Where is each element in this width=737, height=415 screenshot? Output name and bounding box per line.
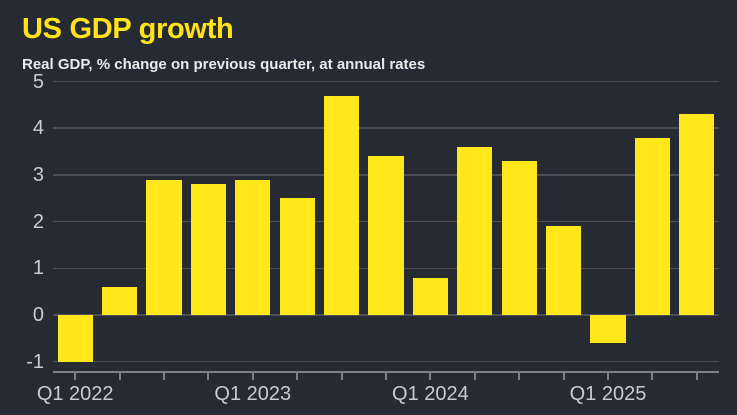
x-axis-tick bbox=[207, 373, 210, 380]
chart-subtitle: Real GDP, % change on previous quarter, … bbox=[22, 56, 426, 73]
y-axis-tick-label: -1 bbox=[26, 350, 44, 373]
y-axis-tick-label: 1 bbox=[32, 257, 44, 280]
bar bbox=[279, 198, 315, 315]
x-axis-tick-label: Q1 2025 bbox=[569, 383, 647, 405]
bar bbox=[457, 146, 493, 315]
x-axis-tick bbox=[296, 373, 299, 380]
x-axis-tick bbox=[607, 373, 609, 380]
chart-title: US GDP growth bbox=[22, 13, 234, 45]
bar bbox=[545, 226, 582, 315]
x-axis-tick bbox=[251, 373, 254, 380]
x-axis-tick-label: Q1 2023 bbox=[214, 383, 292, 405]
x-axis-tick bbox=[118, 373, 121, 380]
x-axis-tick bbox=[340, 373, 343, 380]
bar bbox=[634, 137, 671, 315]
x-axis-tick bbox=[562, 373, 565, 380]
bar bbox=[501, 160, 537, 315]
x-axis-line bbox=[53, 371, 719, 373]
x-axis-tick-label: Q1 2024 bbox=[392, 383, 469, 405]
x-axis-tick bbox=[651, 373, 654, 380]
x-axis-tick bbox=[385, 373, 387, 380]
bar bbox=[590, 315, 626, 344]
y-axis-tick-label: 3 bbox=[32, 163, 44, 186]
bar bbox=[190, 184, 227, 315]
x-axis-tick bbox=[429, 373, 432, 380]
bar bbox=[412, 277, 449, 315]
y-axis-tick-label: 4 bbox=[32, 117, 44, 140]
x-axis-tick bbox=[695, 373, 698, 380]
gridline bbox=[53, 80, 719, 83]
bar bbox=[323, 95, 360, 315]
gridline bbox=[53, 127, 719, 129]
x-axis-tick bbox=[163, 373, 165, 380]
y-axis-tick-label: 5 bbox=[32, 70, 44, 93]
bar bbox=[101, 286, 138, 315]
y-axis-tick-label: 2 bbox=[32, 210, 44, 233]
bar bbox=[146, 179, 182, 315]
x-axis-tick-label: Q1 2022 bbox=[36, 383, 114, 405]
gridline bbox=[53, 360, 719, 363]
bar bbox=[57, 315, 93, 362]
x-axis-tick bbox=[473, 373, 476, 380]
bar bbox=[368, 156, 404, 315]
bar bbox=[679, 114, 715, 315]
bar bbox=[235, 179, 271, 315]
x-axis-tick bbox=[518, 373, 521, 380]
x-axis-tick bbox=[74, 373, 77, 380]
y-axis-tick-label: 0 bbox=[32, 304, 44, 326]
gridline bbox=[53, 314, 719, 316]
